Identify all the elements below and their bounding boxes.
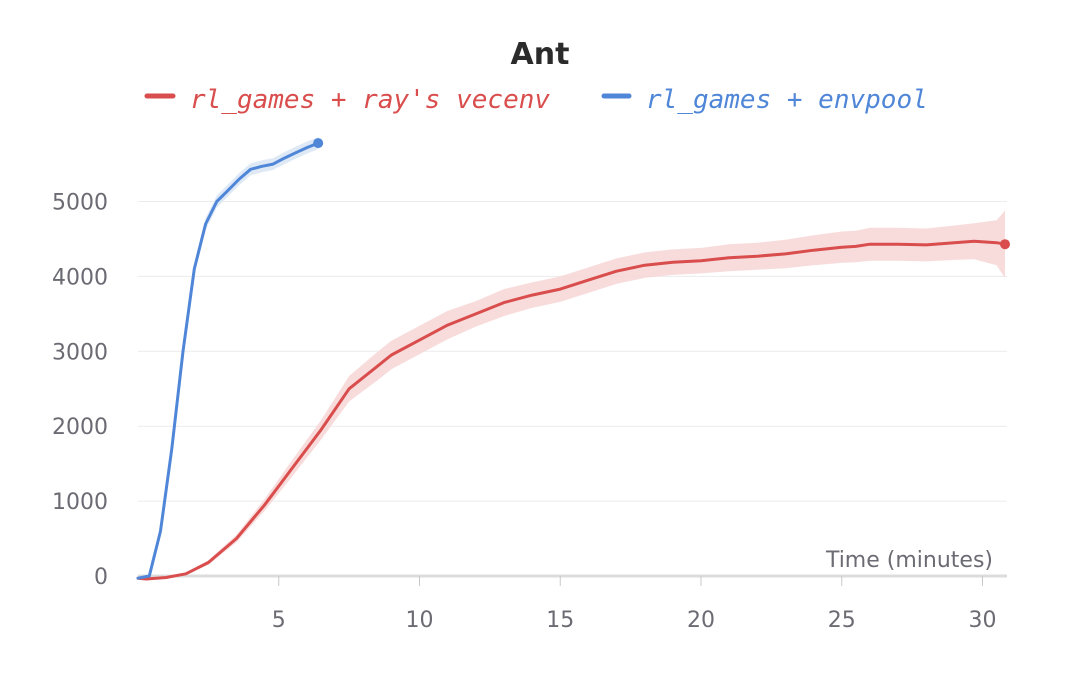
legend-item-series-1[interactable]: rl_games + ray's vecenv xyxy=(144,85,550,115)
y-tick-label: 0 xyxy=(94,565,108,590)
series-2-band xyxy=(138,137,319,579)
series-2-end-point[interactable] xyxy=(313,138,324,149)
y-axis: 0 1000 2000 3000 4000 5000 xyxy=(52,191,108,591)
legend-item-series-2[interactable]: rl_games + envpool xyxy=(601,85,928,115)
series-1-band xyxy=(138,210,1005,579)
legend-label-series-2: rl_games + envpool xyxy=(646,85,928,115)
x-tick-label: 5 xyxy=(272,608,286,633)
y-tick-label: 4000 xyxy=(52,265,108,290)
legend-label-series-1: rl_games + ray's vecenv xyxy=(190,85,550,115)
chart-title: Ant xyxy=(511,37,570,72)
series-1-line xyxy=(136,239,1007,581)
y-tick-label: 3000 xyxy=(52,340,108,365)
plot-area xyxy=(136,137,1011,581)
y-tick-label: 5000 xyxy=(52,191,108,216)
x-tick-label: 25 xyxy=(828,608,856,633)
series-2-line xyxy=(136,141,320,580)
x-tick-label: 15 xyxy=(546,608,574,633)
x-tick-label: 30 xyxy=(969,608,997,633)
series-1-end-point[interactable] xyxy=(1000,239,1011,250)
x-axis: 5 10 15 20 25 30 xyxy=(138,574,1007,633)
x-axis-label: Time (minutes) xyxy=(825,548,993,573)
x-tick-label: 20 xyxy=(687,608,715,633)
legend[interactable]: rl_games + ray's vecenv rl_games + envpo… xyxy=(144,85,928,115)
y-tick-label: 1000 xyxy=(52,490,108,515)
x-tick-label: 10 xyxy=(406,608,434,633)
y-tick-label: 2000 xyxy=(52,415,108,440)
